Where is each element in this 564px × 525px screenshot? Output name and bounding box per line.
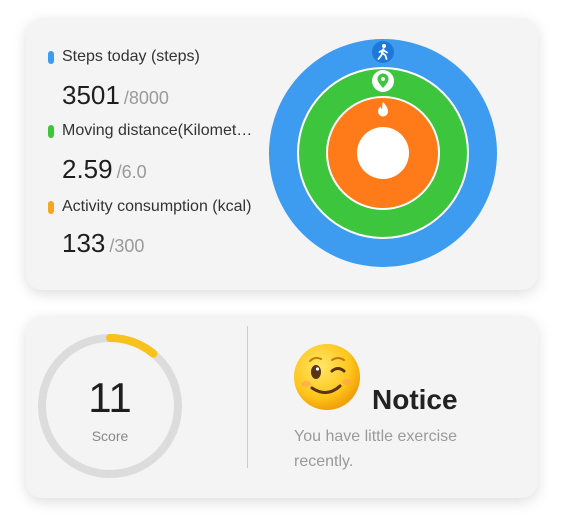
consumption-color-marker: [48, 201, 54, 214]
notice-message: You have little exercise recently.: [294, 428, 458, 470]
winking-face-icon: [294, 344, 360, 410]
location-pin-icon: [372, 70, 394, 92]
consumption-goal: /300: [109, 236, 145, 256]
ring-center: [357, 127, 409, 179]
distance-value-row: 2.59/6.0: [62, 154, 147, 185]
card-divider: [247, 326, 248, 468]
consumption-label: Activity consumption (kcal): [48, 198, 260, 216]
walking-icon: [372, 41, 394, 63]
distance-value: 2.59: [62, 154, 113, 184]
steps-goal: /8000: [123, 88, 169, 108]
consumption-value: 133: [62, 228, 106, 258]
distance-label-text: Moving distance(Kilometers): [62, 122, 260, 139]
steps-label: Steps today (steps): [48, 48, 260, 66]
steps-color-marker: [48, 51, 54, 64]
score-value: 11: [88, 374, 132, 421]
notice-title: Notice: [372, 384, 458, 415]
steps-label-text: Steps today (steps): [62, 48, 200, 65]
activity-rings: [269, 39, 497, 267]
activity-card: Steps today (steps) 3501/8000 Moving dis…: [26, 18, 538, 290]
consumption-value-row: 133/300: [62, 228, 144, 259]
distance-goal: /6.0: [116, 162, 147, 182]
score-gauge-progress: [38, 334, 182, 478]
flame-icon: [372, 99, 394, 121]
steps-value: 3501: [62, 80, 120, 110]
distance-color-marker: [48, 125, 54, 138]
score-label: Score: [91, 428, 129, 444]
score-card: 11 Score Notice You have little exercise…: [26, 316, 538, 498]
distance-label: Moving distance(Kilometers): [48, 122, 260, 140]
consumption-label-text: Activity consumption (kcal): [62, 198, 252, 215]
score-gauge: [38, 334, 182, 478]
steps-value-row: 3501/8000: [62, 80, 169, 111]
